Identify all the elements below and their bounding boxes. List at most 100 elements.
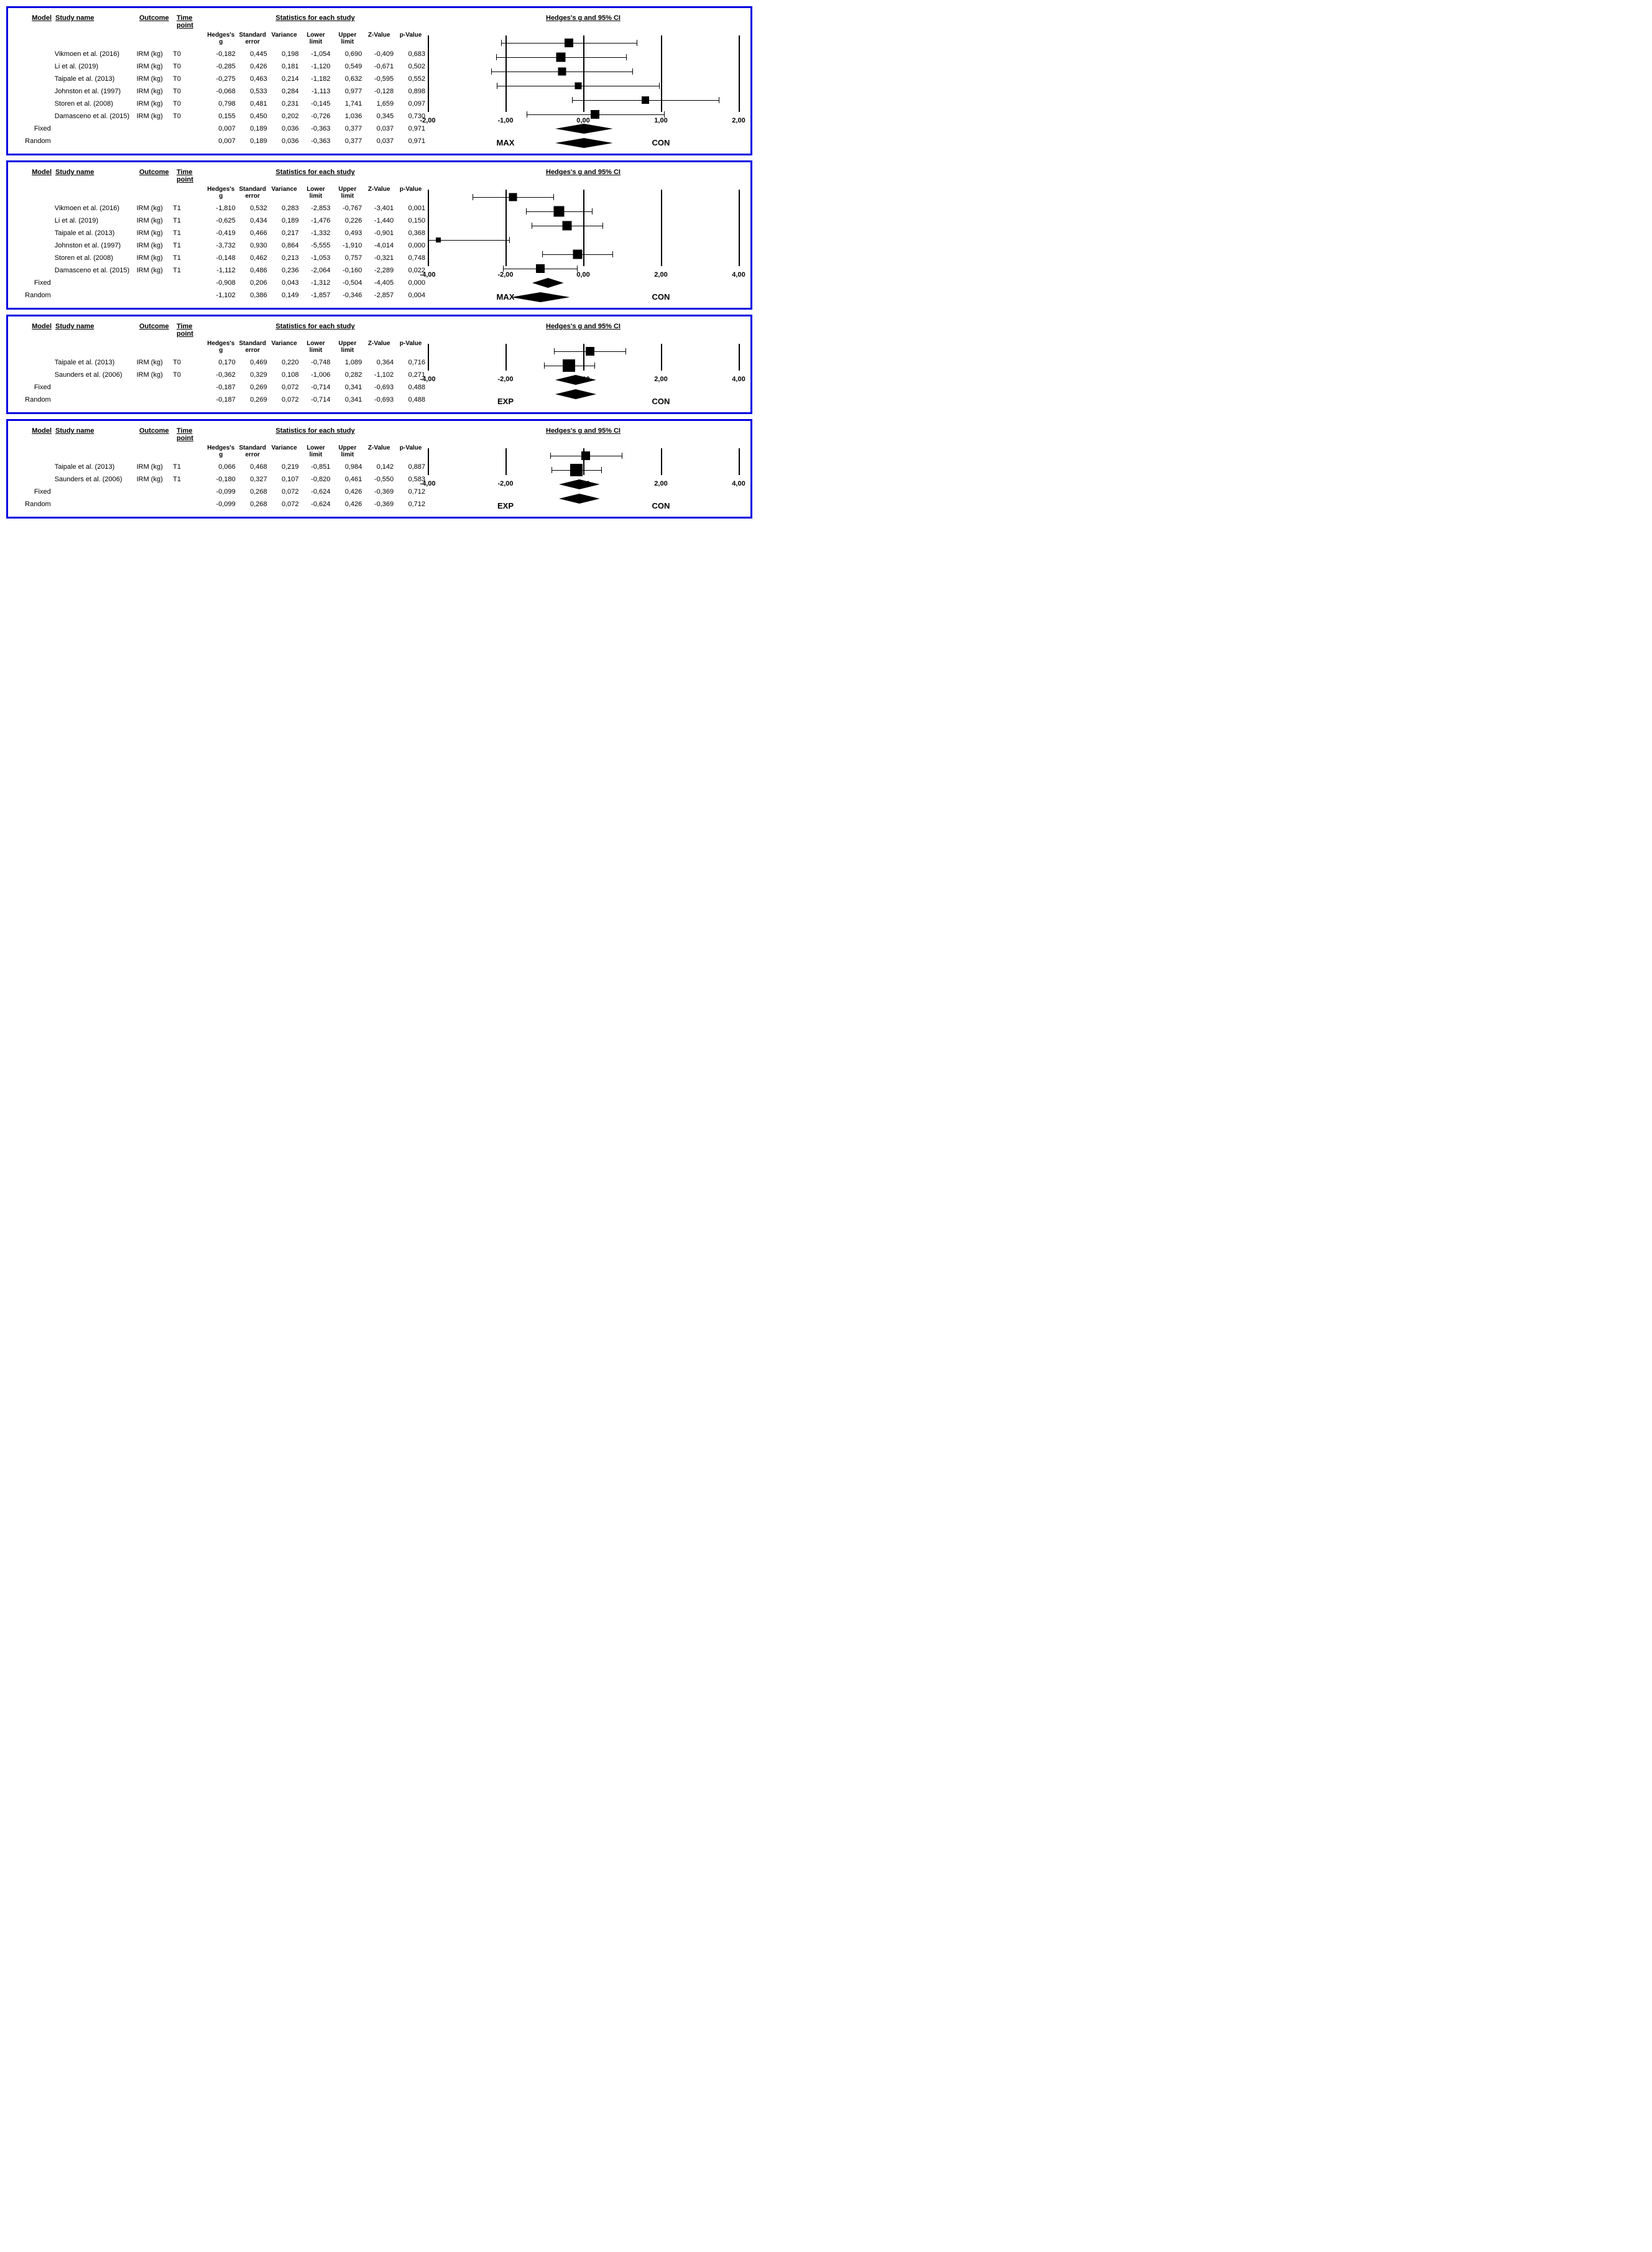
- point-estimate: [558, 67, 566, 75]
- col-header: Outcome: [139, 323, 177, 338]
- summary-diamond: [511, 292, 570, 302]
- stat-subheader: Standard error: [238, 340, 270, 354]
- axis-tick-label: 2,00: [654, 271, 667, 279]
- axis-tick-label: -2,00: [420, 117, 435, 124]
- col-header: Model: [17, 168, 55, 183]
- axis-tick-label: 4,00: [732, 376, 745, 383]
- stat-subheader: Variance: [270, 445, 302, 458]
- study-row: Johnston et al. (1997)IRM (kg)T1-3,7320,…: [17, 239, 428, 252]
- summary-row: Random-0,0990,2680,072-0,6240,426-0,3690…: [17, 498, 428, 510]
- point-estimate: [581, 451, 590, 460]
- stat-subheader: p-Value: [396, 186, 428, 200]
- study-row: Damasceno et al. (2015)IRM (kg)T00,1550,…: [17, 110, 428, 122]
- stat-subheader: Upper limit: [333, 340, 364, 354]
- summary-row: Random-1,1020,3860,149-1,857-0,346-2,857…: [17, 289, 428, 302]
- summary-row: Random0,0070,1890,036-0,3630,3770,0370,9…: [17, 135, 428, 147]
- plot-row: [428, 247, 739, 261]
- col-header: Study name: [55, 14, 139, 29]
- plot-row: [428, 344, 739, 358]
- axis-tick-label: -4,00: [420, 376, 435, 383]
- axis-tick-label: 0,00: [576, 271, 589, 279]
- study-row: Taipale et al. (2013)IRM (kg)T0-0,2750,4…: [17, 73, 428, 85]
- axis-tick-label: 2,00: [654, 376, 667, 383]
- axis-labels: -4,00-2,000,002,004,00: [428, 475, 739, 489]
- summary-diamond: [559, 494, 600, 504]
- plot-row: [428, 448, 739, 463]
- stat-subheader: Hedges's g: [206, 32, 238, 45]
- point-estimate: [573, 249, 582, 259]
- stat-subheader: p-Value: [396, 445, 428, 458]
- axis-labels: -4,00-2,000,002,004,00: [428, 371, 739, 384]
- axis-tick-label: 4,00: [732, 480, 745, 487]
- col-header: Model: [17, 14, 55, 29]
- point-estimate: [509, 193, 517, 201]
- point-estimate: [570, 464, 583, 476]
- col-header: Study name: [55, 427, 139, 442]
- study-row: Storen et al. (2008)IRM (kg)T00,7980,481…: [17, 98, 428, 110]
- stat-subheader: Z-Value: [364, 445, 396, 458]
- study-row: Saunders et al. (2006)IRM (kg)T0-0,3620,…: [17, 369, 428, 381]
- study-row: Johnston et al. (1997)IRM (kg)T0-0,0680,…: [17, 85, 428, 98]
- col-header: Study name: [55, 323, 139, 338]
- plot-row: [428, 190, 739, 204]
- axis-tick-label: -4,00: [420, 271, 435, 279]
- stat-subheader: Lower limit: [302, 186, 333, 200]
- study-row: Vikmoen et al. (2016)IRM (kg)T0-0,1820,4…: [17, 48, 428, 60]
- forest-plot: [428, 344, 739, 371]
- summary-row: Fixed0,0070,1890,036-0,3630,3770,0370,97…: [17, 122, 428, 135]
- plot-row: [428, 233, 739, 247]
- stat-subheader: Z-Value: [364, 340, 396, 354]
- axis-tick-label: -2,00: [497, 271, 513, 279]
- axis-labels: -4,00-2,000,002,004,00: [428, 266, 739, 280]
- stats-header: Statistics for each study: [211, 427, 420, 442]
- axis-gridline: [739, 344, 740, 371]
- stat-subheader: Variance: [270, 186, 302, 200]
- axis-gridline: [739, 35, 740, 112]
- plot-row: [428, 204, 739, 218]
- forest-header: Hedges's g and 95% CI: [428, 168, 739, 178]
- forest-header: Hedges's g and 95% CI: [428, 427, 739, 437]
- study-row: Li et al. (2019)IRM (kg)T0-0,2850,4260,1…: [17, 60, 428, 73]
- stat-subheader: Variance: [270, 340, 302, 354]
- axis-tick-label: 1,00: [654, 117, 667, 124]
- stat-subheader: Standard error: [238, 186, 270, 200]
- point-estimate: [563, 359, 575, 372]
- stat-subheader: p-Value: [396, 340, 428, 354]
- plot-row: [428, 290, 739, 304]
- stat-subheader: Standard error: [238, 32, 270, 45]
- point-estimate: [575, 82, 581, 89]
- stat-subheader: Lower limit: [302, 340, 333, 354]
- stat-subheader: Lower limit: [302, 445, 333, 458]
- study-row: Saunders et al. (2006)IRM (kg)T1-0,1800,…: [17, 473, 428, 486]
- study-row: Damasceno et al. (2015)IRM (kg)T1-1,1120…: [17, 264, 428, 277]
- col-header: Time point: [177, 427, 211, 442]
- col-header: Outcome: [139, 427, 177, 442]
- col-header: Time point: [177, 323, 211, 338]
- stat-subheader: Z-Value: [364, 32, 396, 45]
- point-estimate: [553, 206, 564, 216]
- stat-subheader: Standard error: [238, 445, 270, 458]
- point-estimate: [436, 238, 441, 242]
- plot-row: [428, 218, 739, 233]
- plot-row: [428, 491, 739, 505]
- axis-tick-label: 0,00: [576, 480, 589, 487]
- summary-row: Fixed-0,1870,2690,072-0,7140,341-0,6930,…: [17, 381, 428, 394]
- point-estimate: [562, 221, 571, 230]
- axis-tick-label: -2,00: [497, 376, 513, 383]
- point-estimate: [586, 347, 594, 356]
- axis-tick-label: 2,00: [732, 117, 745, 124]
- forest-plot: [428, 190, 739, 266]
- stat-subheader: Lower limit: [302, 32, 333, 45]
- stat-subheader: Hedges's g: [206, 340, 238, 354]
- plot-row: [428, 35, 739, 50]
- summary-row: Random-0,1870,2690,072-0,7140,341-0,6930…: [17, 394, 428, 406]
- axis-tick-label: -1,00: [497, 117, 513, 124]
- study-row: Li et al. (2019)IRM (kg)T1-0,6250,4340,1…: [17, 215, 428, 227]
- col-header: Study name: [55, 168, 139, 183]
- stats-header: Statistics for each study: [211, 323, 420, 338]
- stat-subheader: Hedges's g: [206, 445, 238, 458]
- plot-row: [428, 50, 739, 64]
- stat-subheader: Hedges's g: [206, 186, 238, 200]
- point-estimate: [556, 52, 566, 62]
- summary-row: Fixed-0,0990,2680,072-0,6240,426-0,3690,…: [17, 486, 428, 498]
